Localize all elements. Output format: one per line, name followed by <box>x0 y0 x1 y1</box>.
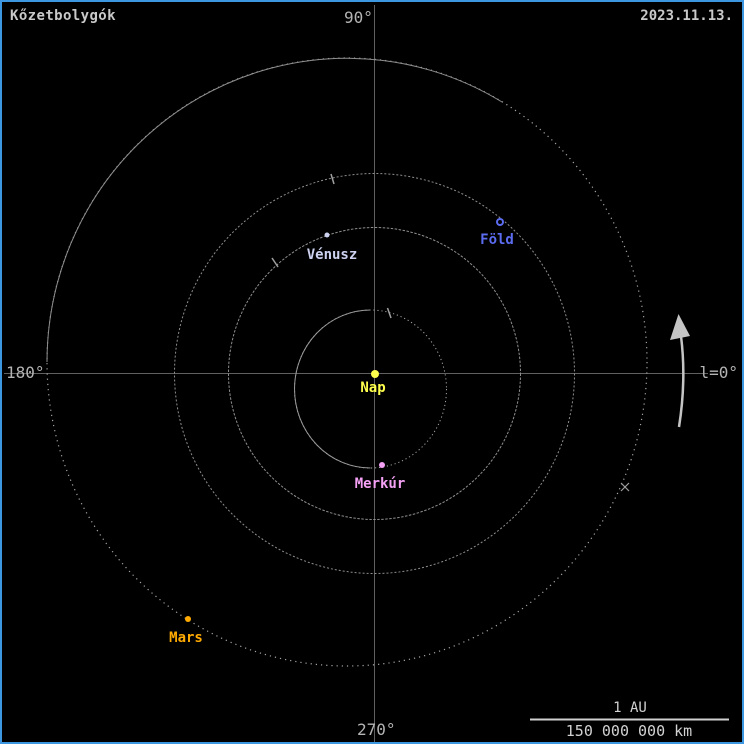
mercury-orbit-solid-arc <box>294 309 371 469</box>
sun-label: Nap <box>360 380 386 396</box>
axis-label-90: 90° <box>344 8 373 27</box>
earth-dot <box>496 218 504 226</box>
earth-orbit <box>174 173 575 574</box>
venus-dot <box>324 232 330 238</box>
venus-orbit <box>228 227 521 520</box>
mars-dot <box>185 616 191 622</box>
mars-orbit <box>46 57 648 667</box>
axis-label-0: l=0° <box>699 363 738 382</box>
page-title: Kőzetbolygók <box>10 8 116 24</box>
mercury-dot <box>379 462 385 468</box>
axis-label-180: 180° <box>6 363 45 382</box>
mars-label: Mars <box>169 630 203 646</box>
scale-km-label: 150 000 000 km <box>565 722 693 740</box>
mars-orbit-solid-arc <box>46 57 503 363</box>
date-label: 2023.11.13. <box>640 8 733 24</box>
mars-orbit-tick-cross <box>620 482 630 492</box>
mercury-label: Merkúr <box>354 476 406 492</box>
earth-label: Föld <box>480 232 514 248</box>
counterclockwise-arrow-icon <box>670 314 690 428</box>
venus-orbit-tick <box>271 257 279 268</box>
mercury-orbit-tick <box>386 307 392 319</box>
venus-label: Vénusz <box>306 247 358 263</box>
sun-dot <box>370 369 379 378</box>
scale-au-label: 1 AU <box>613 700 647 716</box>
earth-orbit-tick <box>330 173 335 185</box>
axis-label-270: 270° <box>357 720 396 739</box>
